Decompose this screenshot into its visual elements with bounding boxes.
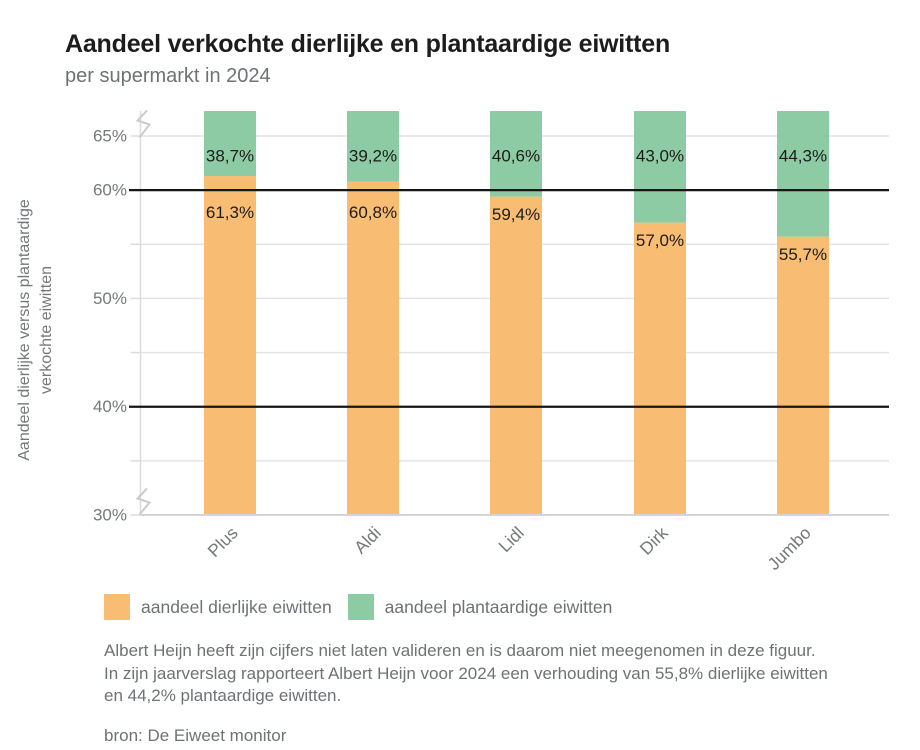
bar-segment-plantaardige-dirk bbox=[634, 111, 686, 223]
footnote-line: In zijn jaarverslag rapporteert Albert H… bbox=[104, 663, 828, 683]
y-axis-title-line2: verkochte eiwitten bbox=[38, 266, 55, 394]
y-tick-label: 40% bbox=[93, 397, 127, 416]
y-tick-label: 65% bbox=[93, 127, 127, 146]
bar-segment-dierlijke-lidl bbox=[490, 196, 542, 515]
y-tick-label: 30% bbox=[93, 506, 127, 525]
value-label-dierlijke-plus: 61,3% bbox=[206, 203, 254, 222]
stacked-bar-chart: 65% 60% 50% 40% 30% 38,7% 61,3% 39,2% 60,8% 40,6%… bbox=[16, 109, 889, 574]
bar-segment-dierlijke-jumbo bbox=[777, 236, 829, 515]
x-category-label-dirk: Dirk bbox=[636, 523, 672, 559]
page-title: Aandeel verkochte dierlijke en plantaard… bbox=[65, 30, 671, 58]
legend-label-plantaardige: aandeel plantaardige eiwitten bbox=[384, 596, 613, 617]
y-tick-label: 60% bbox=[93, 181, 127, 200]
value-label-plantaardige-jumbo: 44,3% bbox=[779, 147, 827, 166]
footnote-line: Albert Heijn heeft zijn cijfers niet lat… bbox=[104, 641, 816, 660]
page-subtitle: per supermarkt in 2024 bbox=[65, 65, 271, 87]
bar-segment-dierlijke-plus bbox=[204, 176, 256, 515]
legend-item-dierlijke: aandeel dierlijke eiwitten bbox=[104, 594, 332, 620]
value-label-plantaardige-aldi: 39,2% bbox=[349, 147, 397, 166]
x-category-label-plus: Plus bbox=[204, 523, 242, 561]
legend-label-dierlijke: aandeel dierlijke eiwitten bbox=[141, 596, 332, 617]
bar-segment-dierlijke-dirk bbox=[634, 222, 686, 515]
value-label-dierlijke-dirk: 57,0% bbox=[636, 231, 684, 250]
y-tick-label: 50% bbox=[93, 289, 127, 308]
y-axis-title-line1: Aandeel dierlijke versus plantaardige bbox=[16, 199, 33, 461]
x-category-label-lidl: Lidl bbox=[494, 523, 527, 556]
footnote: Albert Heijn heeft zijn cijfers niet lat… bbox=[104, 640, 828, 708]
value-label-dierlijke-jumbo: 55,7% bbox=[779, 245, 827, 264]
legend-swatch-dierlijke-icon bbox=[104, 594, 130, 620]
bar-segment-plantaardige-lidl bbox=[490, 111, 542, 197]
bar-segment-plantaardige-jumbo bbox=[777, 111, 829, 237]
value-label-plantaardige-lidl: 40,6% bbox=[492, 147, 540, 166]
value-label-dierlijke-aldi: 60,8% bbox=[349, 203, 397, 222]
legend-swatch-plantaardige-icon bbox=[347, 594, 374, 620]
legend-item-plantaardige: aandeel plantaardige eiwitten bbox=[347, 594, 613, 620]
bar-segment-dierlijke-aldi bbox=[347, 181, 399, 516]
x-category-label-aldi: Aldi bbox=[350, 523, 385, 558]
legend: aandeel dierlijke eiwitten aandeel plant… bbox=[104, 594, 612, 620]
x-category-label-jumbo: Jumbo bbox=[764, 523, 815, 574]
bar-segment-plantaardige-aldi bbox=[347, 111, 399, 182]
footnote-line: en 44,2% plantaardige eiwitten. bbox=[104, 686, 342, 705]
bar-segment-plantaardige-plus bbox=[204, 111, 256, 177]
source-credit: bron: De Eiweet monitor bbox=[104, 726, 287, 745]
value-label-dierlijke-lidl: 59,4% bbox=[492, 205, 540, 224]
axis-break-bottom-icon bbox=[135, 487, 152, 516]
value-label-plantaardige-plus: 38,7% bbox=[206, 147, 254, 166]
value-label-plantaardige-dirk: 43,0% bbox=[636, 147, 684, 166]
axis-break-top-icon bbox=[135, 109, 152, 139]
